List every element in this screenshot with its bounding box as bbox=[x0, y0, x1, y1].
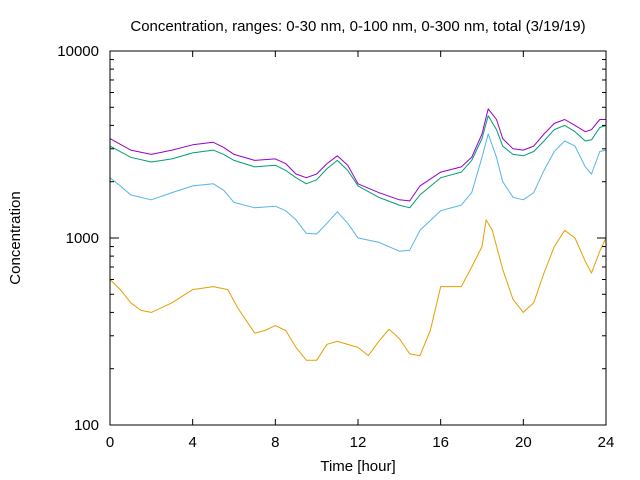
y-tick-label: 1000 bbox=[66, 230, 99, 247]
y-axis-label: Concentration bbox=[7, 191, 24, 284]
series-line-1 bbox=[109, 133, 607, 252]
plot-frame bbox=[109, 50, 607, 426]
series-layer bbox=[109, 108, 607, 361]
x-tick-label: 4 bbox=[188, 434, 196, 451]
x-tick-label: 16 bbox=[432, 434, 449, 451]
chart-title: Concentration, ranges: 0-30 nm, 0-100 nm… bbox=[130, 18, 585, 35]
x-tick-label: 20 bbox=[515, 434, 532, 451]
y-tick-label: 10000 bbox=[57, 43, 99, 60]
y-tick-label: 100 bbox=[74, 417, 99, 434]
axis-layer: 0 4 8 12 16 20 24 100 1000 10000 bbox=[57, 43, 614, 451]
x-axis-label: Time [hour] bbox=[320, 458, 395, 475]
series-line-2 bbox=[109, 115, 607, 209]
x-tick-label: 12 bbox=[350, 434, 367, 451]
series-line-3 bbox=[109, 108, 606, 202]
series-line-0 bbox=[109, 219, 607, 361]
x-tick-label: 24 bbox=[598, 434, 615, 451]
x-tick-label: 8 bbox=[271, 434, 279, 451]
x-tick-label: 0 bbox=[106, 434, 114, 451]
